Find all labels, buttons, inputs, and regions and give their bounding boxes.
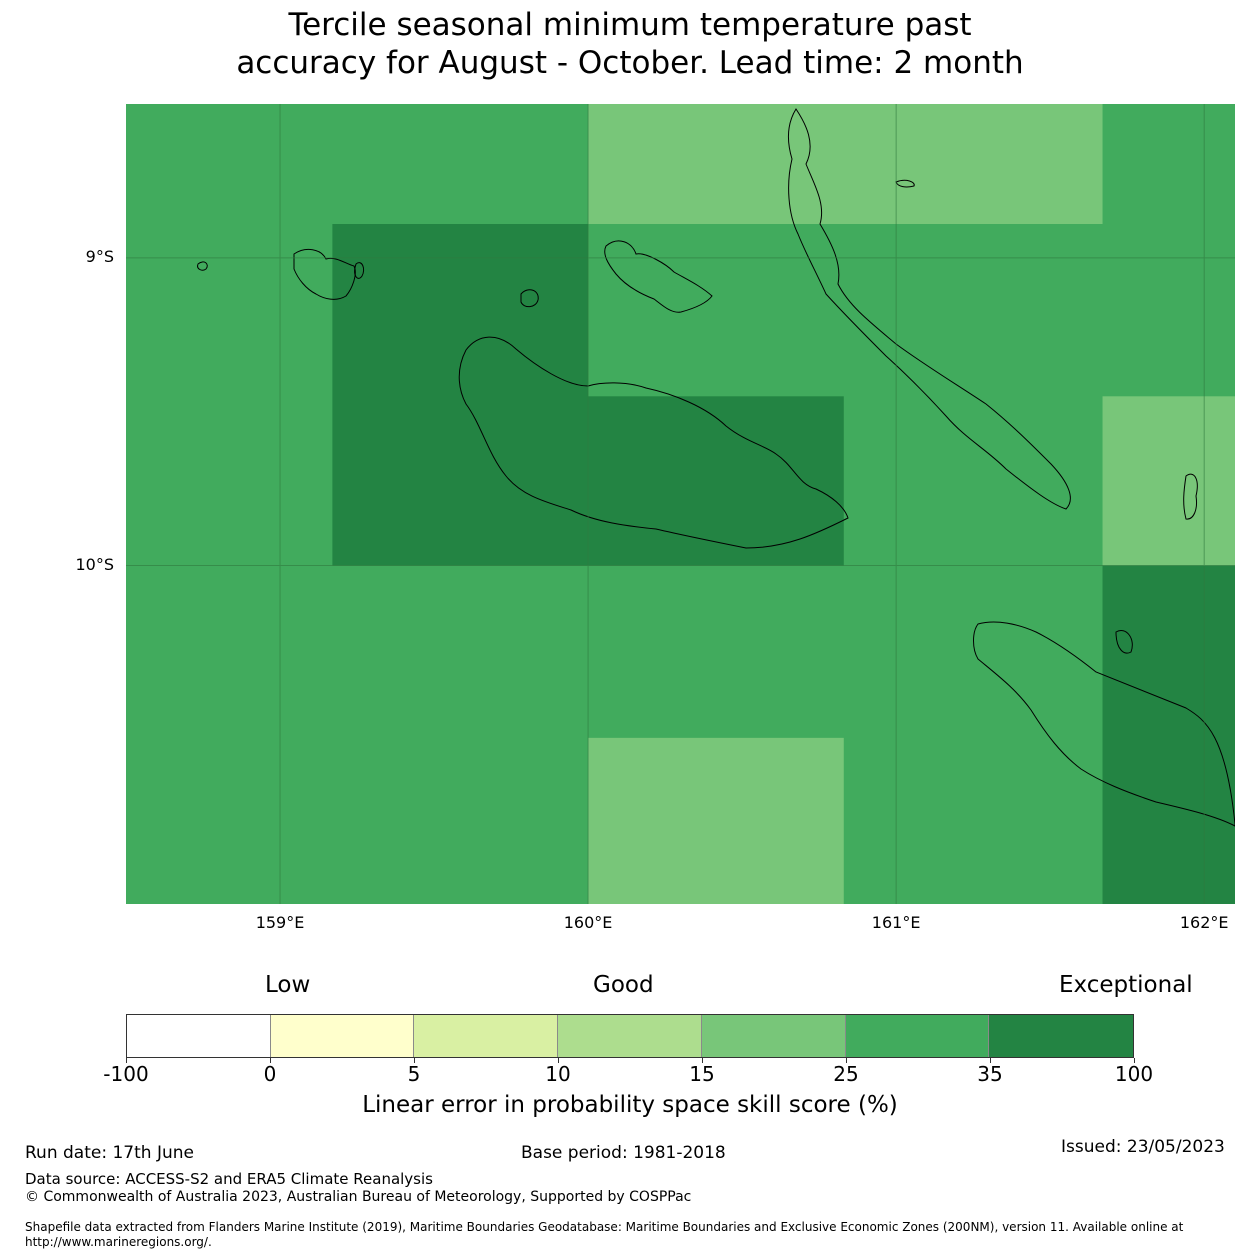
colorbar-tick-mark [558, 1058, 559, 1063]
coastlines [197, 108, 1235, 827]
graticule [126, 104, 1235, 904]
colorbar-tick-label: 0 [263, 1062, 277, 1086]
title-line-2: accuracy for August - October. Lead time… [236, 45, 1024, 81]
base-period: Base period: 1981-2018 [521, 1143, 726, 1163]
map-canvas [126, 104, 1235, 904]
colorbar-segment [558, 1015, 702, 1057]
coastline-malaita [1183, 473, 1198, 520]
coastline-guadalcanal [458, 336, 849, 549]
issued-date: Issued: 23/05/2023 [1061, 1137, 1225, 1157]
colorbar [126, 1014, 1134, 1058]
coastline-isabel-islet [895, 179, 915, 188]
coastline-west-islet [197, 261, 208, 271]
data-source: Data source: ACCESS-S2 and ERA5 Climate … [25, 1170, 433, 1188]
title-line-1: Tercile seasonal minimum temperature pas… [288, 7, 972, 43]
run-date: Run date: 17th June [25, 1143, 194, 1163]
colorbar-segment [414, 1015, 559, 1057]
shapefile-credit: Shapefile data extracted from Flanders M… [25, 1220, 1184, 1249]
colorbar-segment [701, 1015, 846, 1057]
lon-label: 161°E [871, 913, 921, 932]
copyright: © Commonwealth of Australia 2023, Austra… [25, 1189, 692, 1205]
colorbar-tick-label: 100 [1114, 1062, 1154, 1086]
coastline-russell [293, 248, 356, 300]
colorbar-label: Linear error in probability space skill … [362, 1092, 898, 1118]
coastline-santa-isabel [788, 108, 1071, 510]
skill-cell-5 [1102, 565, 1235, 904]
skill-cells [126, 104, 1235, 904]
skill-cell-2 [332, 224, 589, 566]
colorbar-tick-mark [702, 1058, 703, 1063]
colorbar-tick-mark [1134, 1058, 1135, 1063]
category-good: Good [593, 972, 654, 998]
lon-label: 162°E [1179, 913, 1229, 932]
skill-cell-6 [588, 737, 844, 904]
colorbar-tick-label: 5 [407, 1062, 421, 1086]
colorbar-segment [845, 1015, 990, 1057]
coastline-islet [520, 289, 539, 308]
skill-map [126, 104, 1235, 904]
colorbar-tick-mark [414, 1058, 415, 1063]
category-exceptional: Exceptional [1059, 972, 1193, 998]
colorbar-segment [270, 1015, 415, 1057]
skill-cell-4 [1102, 396, 1235, 566]
colorbar-tick-mark [270, 1058, 271, 1063]
colorbar-segment [989, 1015, 1134, 1057]
lat-label: 10°S [75, 554, 114, 574]
colorbar-tick-label: 25 [833, 1062, 859, 1086]
colorbar-tick-label: -100 [103, 1062, 149, 1086]
coastline-makira-islet [1115, 630, 1133, 654]
lon-label: 159°E [255, 913, 305, 932]
colorbar-tick-label: 15 [689, 1062, 715, 1086]
coastline-makira [973, 621, 1235, 827]
colorbar-segment [127, 1015, 271, 1057]
colorbar-tick-mark [990, 1058, 991, 1063]
category-low: Low [265, 972, 311, 998]
colorbar-tick-mark [126, 1058, 127, 1063]
map-title: Tercile seasonal minimum temperature pas… [0, 6, 1260, 82]
lat-label: 9°S [85, 246, 114, 266]
colorbar-tick-label: 10 [545, 1062, 571, 1086]
colorbar-tick-mark [846, 1058, 847, 1063]
colorbar-tick-label: 35 [977, 1062, 1003, 1086]
lon-label: 160°E [563, 913, 613, 932]
coastline-nggela [604, 240, 713, 313]
skill-cell-1 [588, 104, 1103, 224]
coastline-russell-b [354, 262, 365, 279]
skill-cell-3 [588, 396, 844, 566]
